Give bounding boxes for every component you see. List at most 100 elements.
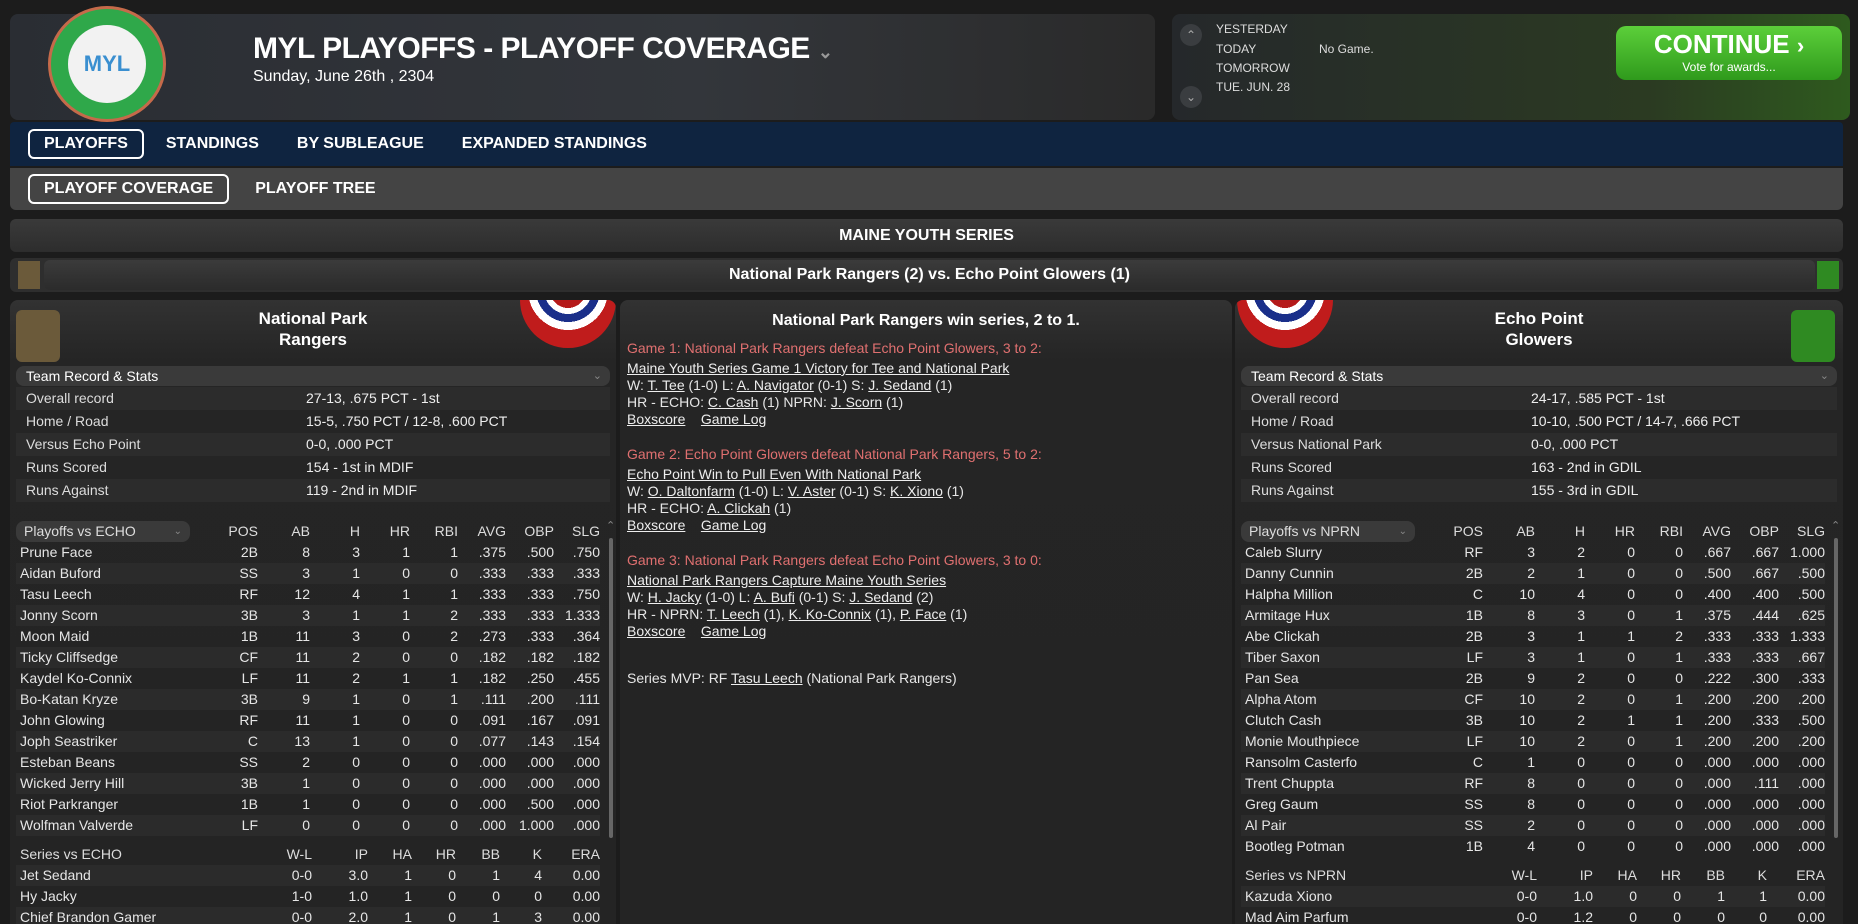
player-name[interactable]: Wicked Jerry Hill [20,775,125,791]
table-row[interactable]: Moon Maid 1B 11 3 0 2 .273 .333 .364 [16,626,600,647]
player-link[interactable]: V. Aster [787,483,836,499]
table-row[interactable]: Caleb Slurry RF 3 2 0 0 .667 .667 1.000 [1241,542,1825,563]
player-name[interactable]: Kazuda Xiono [1245,888,1333,904]
tab-playoff-coverage[interactable]: PLAYOFF COVERAGE [28,174,230,204]
table-row[interactable]: Kazuda Xiono 0-0 1.0 0 0 1 1 0.00 [1241,886,1825,907]
table-row[interactable]: Danny Cunnin 2B 2 1 0 0 .500 .667 .500 [1241,563,1825,584]
day-yesterday[interactable]: YESTERDAY [1216,22,1288,36]
player-name[interactable]: Al Pair [1245,817,1287,833]
table-row[interactable]: Monie Mouthpiece LF 10 2 0 1 .200 .200 .200 [1241,731,1825,752]
player-name[interactable]: Kaydel Ko-Connix [20,670,133,686]
column-header[interactable]: POS [228,523,258,539]
tab-playoff-tree[interactable]: PLAYOFF TREE [255,180,376,197]
player-name[interactable]: Greg Gaum [1245,796,1319,812]
day-tomorrow[interactable]: TOMORROW [1216,61,1290,75]
column-header[interactable]: W-L [1511,867,1537,883]
column-header[interactable]: W-L [286,846,312,862]
player-link[interactable]: O. Daltonfarm [647,483,735,499]
player-name[interactable]: Jonny Scorn [20,607,98,623]
game-log-link[interactable]: Game Log [700,517,767,533]
chevron-down-icon[interactable]: ⌄ [1180,86,1202,108]
player-name[interactable]: Mad Aim Parfum [1245,909,1349,924]
team-record-dropdown[interactable]: Team Record & Stats ⌄ [1241,366,1837,386]
player-name[interactable]: John Glowing [20,712,105,728]
player-link[interactable]: A. Bufi [753,589,795,605]
column-header[interactable]: HR [1614,523,1635,539]
column-header[interactable]: HA [392,846,412,862]
table-row[interactable]: Halpha Million C 10 4 0 0 .400 .400 .500 [1241,584,1825,605]
player-name[interactable]: Tasu Leech [20,586,92,602]
player-name[interactable]: Esteban Beans [20,754,115,770]
player-name[interactable]: Alpha Atom [1245,691,1317,707]
column-header[interactable]: POS [1453,523,1483,539]
column-header[interactable]: HR [389,523,410,539]
player-link[interactable]: P. Face [899,606,947,622]
table-row[interactable]: John Glowing RF 11 1 0 0.091.167.091 [16,710,600,731]
scroll-up-icon[interactable]: ⌃ [606,520,616,532]
player-name[interactable]: Bootleg Potman [1245,838,1345,854]
column-header[interactable]: SLG [1796,523,1825,539]
continue-button[interactable]: CONTINUE › Vote for awards... [1616,26,1842,80]
column-header[interactable]: OBP [524,523,554,539]
player-name[interactable]: Riot Parkranger [20,796,119,812]
player-name[interactable]: Ransolm Casterfo [1245,754,1358,770]
player-name[interactable]: Tiber Saxon [1245,649,1320,665]
table-row[interactable]: Armitage Hux 1B 8 3 0 1 .375 .444 .625 [1241,605,1825,626]
game-log-link[interactable]: Game Log [700,623,767,639]
column-header[interactable]: IP [354,846,368,862]
player-name[interactable]: Clutch Cash [1245,712,1322,728]
table-row[interactable]: Trent Chuppta RF 8 0 0 0 .000 .111 .000 [1241,773,1825,794]
player-link[interactable]: T. Leech [706,606,760,622]
player-name[interactable]: Joph Seastriker [20,733,118,749]
table-row[interactable]: Riot Parkranger 1B 1 0 0 0 .000 .500 .000 [16,794,600,815]
scrollbar[interactable] [609,538,613,838]
column-header[interactable]: HR [435,846,456,862]
batting-split-select[interactable]: Playoffs vs NPRN ⌄ [1241,521,1415,542]
column-header[interactable]: OBP [1749,523,1779,539]
chevron-up-icon[interactable]: ⌃ [1180,24,1202,46]
boxscore-link[interactable]: Boxscore [627,517,686,533]
scrollbar[interactable] [1834,538,1838,838]
table-row[interactable]: Ransolm Casterfo C 1 0 0 0 .000 .000 .000 [1241,752,1825,773]
column-header[interactable]: K [1757,867,1767,883]
table-row[interactable]: Abe Clickah 2B 3 1 1 2 .333 .333 1.333 [1241,626,1825,647]
player-link[interactable]: J. Scorn [830,394,883,410]
table-row[interactable]: Alpha Atom CF 10 2 0 1 .200 .200 .200 [1241,689,1825,710]
player-name[interactable]: Pan Sea [1245,670,1299,686]
tab-by-subleague[interactable]: BY SUBLEAGUE [296,135,424,152]
table-row[interactable]: Jet Sedand 0-0 3.0 1 0 1 4 0.00 [16,865,600,886]
day-next[interactable]: TUE. JUN. 28 [1216,80,1291,94]
player-name[interactable]: Jet Sedand [20,867,91,883]
tab-standings[interactable]: STANDINGS [165,135,259,152]
table-row[interactable]: Tasu Leech RF 12 4 1 1 .333 .333 .750 [16,584,600,605]
player-name[interactable]: Chief Brandon Gamer [20,909,157,924]
player-link[interactable]: C. Cash [707,394,759,410]
table-row[interactable]: Bo-Katan Kryze 3B 9 1 0 1 .111 .200 .111 [16,689,600,710]
player-name[interactable]: Prune Face [20,544,93,560]
table-row[interactable]: Wicked Jerry Hill 3B 1 0 0 0 .000 .000 .000 [16,773,600,794]
player-name[interactable]: Caleb Slurry [1245,544,1323,560]
game-story-link[interactable]: National Park Rangers Capture Maine Yout… [627,572,947,588]
game-story-link[interactable]: Maine Youth Series Game 1 Victory for Te… [627,360,1010,376]
table-row[interactable]: Esteban Beans SS 2 0 0 0 .000 .000 .000 [16,752,600,773]
player-link[interactable]: K. Ko-Connix [788,606,872,622]
column-header[interactable]: RBI [1659,523,1683,539]
page-title[interactable]: MYL PLAYOFFS - PLAYOFF COVERAGE ⌄ [253,32,833,65]
player-link[interactable]: T. Tee [647,377,685,393]
boxscore-link[interactable]: Boxscore [627,623,686,639]
column-header[interactable]: RBI [434,523,458,539]
player-name[interactable]: Trent Chuppta [1245,775,1334,791]
table-row[interactable]: Prune Face 2B 8 3 1 1 .375 .500 .750 [16,542,600,563]
column-header[interactable]: HR [1660,867,1681,883]
column-header[interactable]: AB [1516,523,1535,539]
scroll-up-icon[interactable]: ⌃ [1831,520,1841,532]
table-row[interactable]: Joph Seastriker C 13 1 0 0 .077 .143 .154 [16,731,600,752]
player-name[interactable]: Ticky Cliffsedge [20,649,119,665]
boxscore-link[interactable]: Boxscore [627,411,686,427]
batting-split-select[interactable]: Playoffs vs ECHO ⌄ [16,521,190,542]
column-header[interactable]: BB [1706,867,1725,883]
column-header[interactable]: HA [1617,867,1637,883]
column-header[interactable]: AVG [1702,523,1731,539]
table-row[interactable]: Aidan Buford SS 3 1 0 0 .333 .333 .333 [16,563,600,584]
table-row[interactable]: Al Pair SS 2 0 0 0 .000 .000 .000 [1241,815,1825,836]
